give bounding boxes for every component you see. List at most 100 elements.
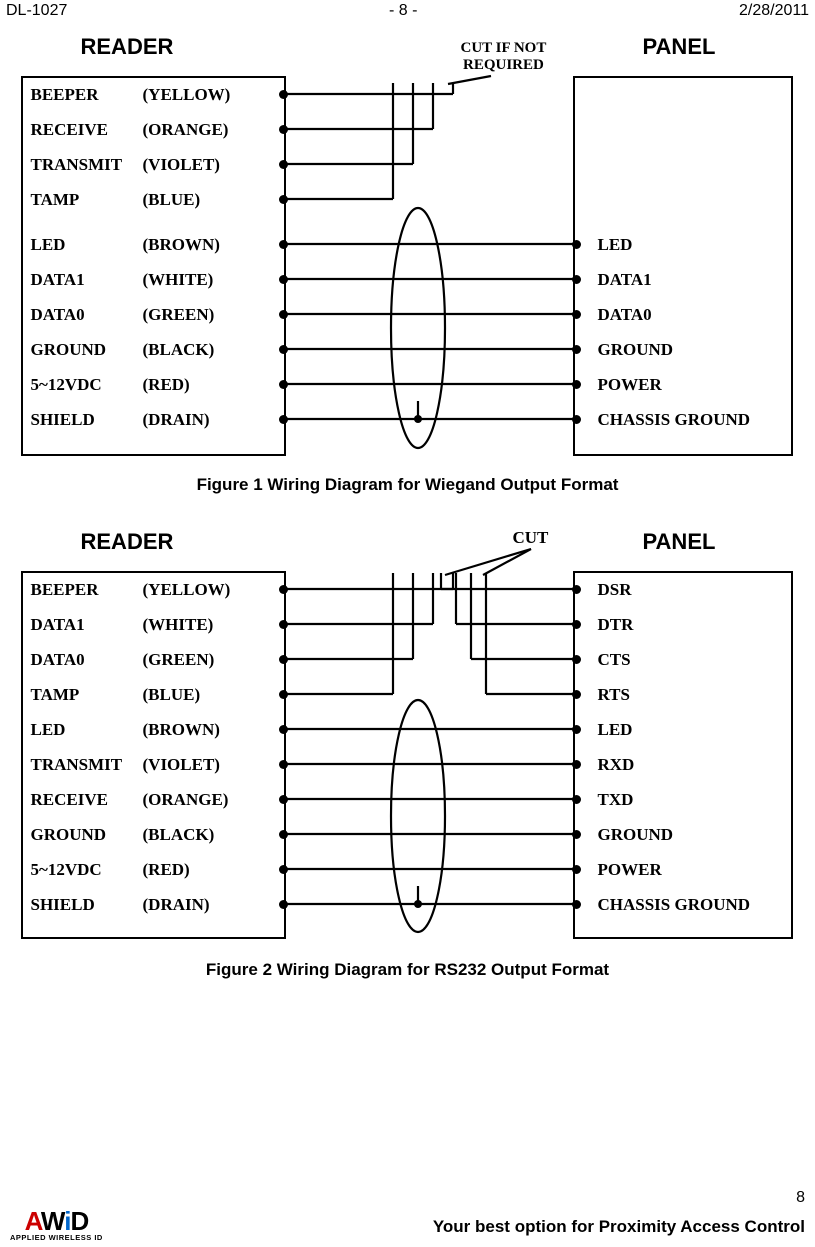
panel-pin-name: LED [598, 720, 633, 740]
reader-pin-name: TRANSMIT [31, 155, 123, 175]
reader-pin-name: BEEPER [31, 85, 99, 105]
reader-pin-color: (GREEN) [143, 650, 215, 670]
panel-pin-name: RXD [598, 755, 635, 775]
panel-pin-dot [572, 655, 581, 664]
reader-pin-dot [279, 380, 288, 389]
reader-pin-name: TAMP [31, 685, 80, 705]
reader-pin-color: (WHITE) [143, 270, 214, 290]
reader-pin-name: DATA0 [31, 305, 85, 325]
reader-pin-name: DATA1 [31, 270, 85, 290]
panel-pin-dot [572, 585, 581, 594]
reader-pin-dot [279, 240, 288, 249]
reader-pin-dot [279, 345, 288, 354]
reader-pin-name: 5~12VDC [31, 860, 102, 880]
panel-pin-dot [572, 760, 581, 769]
panel-pin-dot [572, 690, 581, 699]
reader-pin-name: BEEPER [31, 580, 99, 600]
reader-pin-color: (RED) [143, 375, 190, 395]
reader-pin-name: TAMP [31, 190, 80, 210]
reader-pin-dot [279, 275, 288, 284]
reader-title: READER [81, 529, 174, 555]
reader-pin-name: SHIELD [31, 895, 95, 915]
reader-pin-color: (BLACK) [143, 340, 215, 360]
page-header: DL-1027 - 8 - 2/28/2011 [6, 0, 809, 28]
page-label: - 8 - [389, 2, 417, 20]
reader-pin-color: (YELLOW) [143, 580, 231, 600]
reader-pin-color: (VIOLET) [143, 155, 220, 175]
panel-pin-dot [572, 830, 581, 839]
panel-title: PANEL [643, 529, 716, 555]
figure-1-caption: Figure 1 Wiring Diagram for Wiegand Outp… [6, 475, 809, 495]
reader-pin-name: SHIELD [31, 410, 95, 430]
reader-pin-dot [279, 90, 288, 99]
reader-pin-color: (BLUE) [143, 685, 201, 705]
panel-pin-name: POWER [598, 375, 662, 395]
panel-pin-name: CTS [598, 650, 631, 670]
panel-pin-dot [572, 795, 581, 804]
panel-title: PANEL [643, 34, 716, 60]
panel-pin-dot [572, 725, 581, 734]
reader-pin-color: (WHITE) [143, 615, 214, 635]
footer-tagline: Your best option for Proximity Access Co… [433, 1217, 805, 1237]
figure-2: READER PANEL BEEPER (YELLOW) DATA1 (WHITE) DAT… [13, 523, 803, 948]
reader-pin-color: (ORANGE) [143, 790, 229, 810]
cut-label: CUT IF NOT REQUIRED [461, 40, 547, 73]
panel-pin-name: GROUND [598, 340, 674, 360]
panel-pin-name: DTR [598, 615, 634, 635]
reader-pin-dot [279, 195, 288, 204]
panel-box [573, 76, 793, 456]
panel-pin-name: POWER [598, 860, 662, 880]
reader-pin-name: GROUND [31, 825, 107, 845]
panel-pin-dot [572, 345, 581, 354]
reader-pin-dot [279, 760, 288, 769]
reader-pin-dot [279, 795, 288, 804]
panel-pin-dot [572, 380, 581, 389]
panel-pin-name: LED [598, 235, 633, 255]
panel-pin-dot [572, 310, 581, 319]
reader-pin-color: (BROWN) [143, 720, 220, 740]
reader-pin-color: (GREEN) [143, 305, 215, 325]
panel-pin-name: CHASSIS GROUND [598, 895, 751, 915]
reader-pin-dot [279, 585, 288, 594]
panel-pin-name: GROUND [598, 825, 674, 845]
reader-pin-name: TRANSMIT [31, 755, 123, 775]
reader-pin-name: GROUND [31, 340, 107, 360]
reader-pin-dot [279, 690, 288, 699]
panel-pin-name: DSR [598, 580, 632, 600]
panel-pin-name: RTS [598, 685, 630, 705]
reader-pin-dot [279, 415, 288, 424]
reader-pin-color: (BLACK) [143, 825, 215, 845]
reader-pin-dot [279, 160, 288, 169]
reader-pin-name: DATA1 [31, 615, 85, 635]
reader-pin-name: LED [31, 720, 66, 740]
reader-pin-color: (DRAIN) [143, 410, 210, 430]
figure-2-caption: Figure 2 Wiring Diagram for RS232 Output… [6, 960, 809, 980]
figure-1: READERPANELBEEPER(YELLOW)RECEIVE(ORANGE)… [13, 28, 803, 463]
cut-label: CUT [513, 529, 549, 548]
reader-pin-dot [279, 900, 288, 909]
doc-id: DL-1027 [6, 2, 67, 20]
reader-pin-name: DATA0 [31, 650, 85, 670]
panel-pin-dot [572, 865, 581, 874]
panel-pin-dot [572, 415, 581, 424]
reader-pin-color: (VIOLET) [143, 755, 220, 775]
reader-pin-dot [279, 310, 288, 319]
reader-pin-color: (BROWN) [143, 235, 220, 255]
reader-pin-dot [279, 830, 288, 839]
reader-pin-dot [279, 655, 288, 664]
reader-pin-name: RECEIVE [31, 790, 108, 810]
reader-pin-dot [279, 125, 288, 134]
panel-pin-dot [572, 620, 581, 629]
reader-pin-color: (DRAIN) [143, 895, 210, 915]
panel-pin-dot [572, 900, 581, 909]
reader-pin-color: (ORANGE) [143, 120, 229, 140]
logo-main: AWiD [10, 1208, 103, 1234]
panel-pin-name: DATA1 [598, 270, 652, 290]
reader-pin-color: (BLUE) [143, 190, 201, 210]
panel-pin-name: TXD [598, 790, 634, 810]
reader-pin-dot [279, 865, 288, 874]
reader-title: READER [81, 34, 174, 60]
logo-sub: APPLIED WIRELESS ID [10, 1234, 103, 1242]
reader-pin-color: (YELLOW) [143, 85, 231, 105]
header-date: 2/28/2011 [739, 2, 809, 20]
